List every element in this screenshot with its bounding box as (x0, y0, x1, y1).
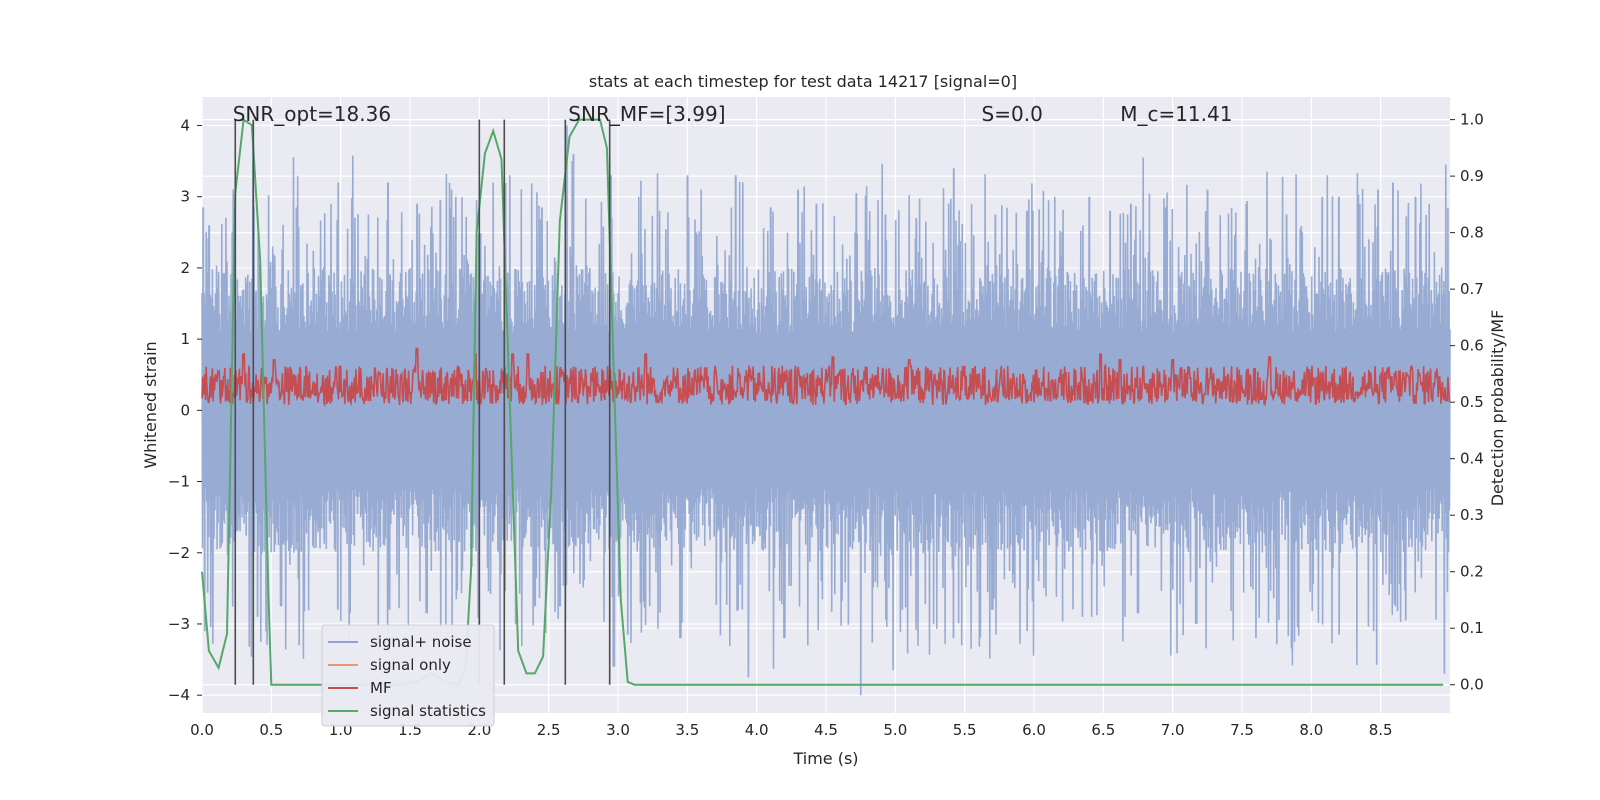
legend-label: signal only (370, 656, 451, 674)
legend: signal+ noise signal only MF signal statist… (321, 624, 495, 727)
y-right-tick-label: 0.3 (1460, 506, 1484, 524)
y-right-tick-label: 0.5 (1460, 393, 1484, 411)
y-right-tick-label: 0.8 (1460, 224, 1484, 242)
y-right-tick-label: 1.0 (1460, 111, 1484, 129)
annotation-mc-value: M_c=11.41 (1120, 102, 1232, 126)
x-tick-label: 2.5 (537, 721, 561, 739)
y-left-tick-label: 4 (180, 116, 190, 134)
y-right-tick-label: 0.0 (1460, 676, 1484, 694)
chart-title: stats at each timestep for test data 142… (589, 72, 1017, 91)
y-right-tick-label: 0.9 (1460, 167, 1484, 185)
y-left-tick-label: −2 (168, 544, 190, 562)
y-axis-left-title: Whitened strain (141, 341, 160, 468)
series-signal-statistics (201, 117, 1444, 686)
x-tick-label: 0.0 (190, 721, 214, 739)
series-signal-noise (201, 121, 1451, 696)
annotation-snr-opt: SNR_opt=18.36 (233, 102, 391, 126)
x-tick-label: 3.5 (675, 721, 699, 739)
annotations: SNR_opt=18.36 SNR_MF=[3.99] S=0.0 M_c=11.41 (233, 102, 1233, 126)
x-tick-label: 5.0 (883, 721, 907, 739)
y-right-tick-label: 0.1 (1460, 619, 1484, 637)
legend-label: MF (370, 679, 392, 697)
y-right-tick-label: 0.4 (1460, 450, 1484, 468)
vertical-markers (234, 119, 611, 685)
y-right-tick-label: 0.7 (1460, 280, 1484, 298)
y-right-tick-labels: 1.0 0.9 0.8 0.7 0.6 0.5 0.4 0.3 0.2 0.1 0.0 (1450, 111, 1484, 694)
y-left-tick-label: 3 (180, 188, 190, 206)
x-axis-title: Time (s) (792, 749, 858, 768)
x-tick-label: 6.0 (1022, 721, 1046, 739)
y-left-tick-labels: 4 3 2 1 0 −1 −2 −3 −4 (168, 116, 202, 704)
annotation-s-value: S=0.0 (982, 102, 1043, 126)
x-tick-label: 7.5 (1230, 721, 1254, 739)
x-tick-label: 4.5 (814, 721, 838, 739)
legend-label: signal+ noise (370, 633, 472, 651)
x-tick-label: 8.0 (1299, 721, 1323, 739)
y-left-tick-label: −4 (168, 686, 190, 704)
y-axis-right-title: Detection probability/MF (1488, 310, 1507, 507)
y-left-tick-label: 1 (180, 330, 190, 348)
x-tick-label: 7.0 (1161, 721, 1185, 739)
legend-label: signal statistics (370, 702, 486, 720)
x-tick-label: 3.0 (606, 721, 630, 739)
series-mf (201, 347, 1451, 408)
x-tick-label: 4.0 (745, 721, 769, 739)
y-right-tick-label: 0.2 (1460, 563, 1484, 581)
y-left-tick-label: −3 (168, 615, 190, 633)
x-tick-label: 6.5 (1091, 721, 1115, 739)
y-left-tick-label: 0 (180, 401, 190, 419)
series-layer (201, 117, 1451, 696)
y-left-tick-label: 2 (180, 259, 190, 277)
x-tick-label: 8.5 (1369, 721, 1393, 739)
y-left-tick-label: −1 (168, 473, 190, 491)
y-right-tick-label: 0.6 (1460, 337, 1484, 355)
x-tick-label: 0.5 (259, 721, 283, 739)
annotation-snr-mf: SNR_MF=[3.99] (568, 102, 725, 126)
x-tick-label: 5.5 (953, 721, 977, 739)
legend-box (321, 624, 495, 727)
